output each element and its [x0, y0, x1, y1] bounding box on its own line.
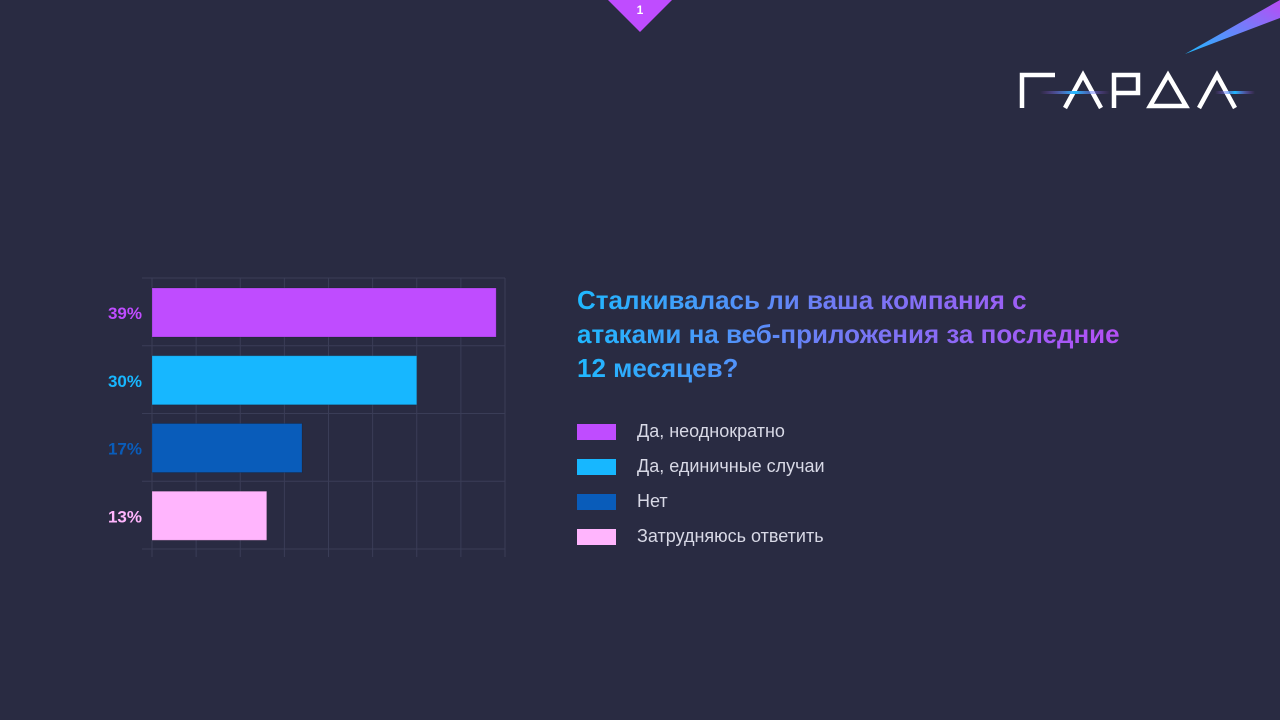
legend-item: Да, неоднократно	[577, 414, 825, 449]
bar-value-label: 30%	[108, 372, 142, 391]
legend-swatch	[577, 528, 616, 545]
legend-item: Затрудняюсь ответить	[577, 519, 825, 554]
bar	[151, 490, 268, 541]
bar	[151, 355, 418, 406]
bar-value-label: 13%	[108, 507, 142, 526]
legend: Да, неоднократно Да, единичные случаи Не…	[577, 414, 825, 554]
legend-item: Да, единичные случаи	[577, 449, 825, 484]
legend-item: Нет	[577, 484, 825, 519]
legend-label: Да, неоднократно	[637, 421, 785, 441]
legend-label: Затрудняюсь ответить	[637, 526, 824, 546]
bar-value-label: 39%	[108, 304, 142, 323]
slide-number-marker	[608, 0, 672, 32]
slide-number: 1	[636, 3, 644, 17]
chart-title: Сталкивалась ли ваша компания с атаками …	[577, 283, 1137, 385]
bar-chart: 39% 30% 17% 13%	[108, 277, 506, 557]
bar-value-label: 17%	[108, 440, 142, 459]
legend-swatch	[577, 423, 616, 440]
bar	[151, 287, 497, 338]
legend-label: Да, единичные случаи	[637, 456, 825, 476]
legend-swatch	[577, 458, 616, 475]
legend-label: Нет	[637, 491, 668, 511]
bar	[151, 423, 303, 473]
garda-logo	[1019, 0, 1280, 110]
legend-swatch	[577, 493, 616, 510]
